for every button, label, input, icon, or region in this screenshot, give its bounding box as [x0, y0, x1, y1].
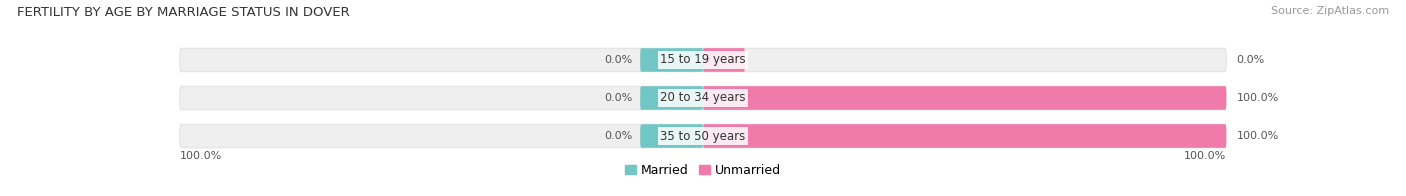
Text: 0.0%: 0.0%: [605, 93, 633, 103]
FancyBboxPatch shape: [180, 48, 1226, 72]
Text: 0.0%: 0.0%: [1237, 55, 1265, 65]
Text: Source: ZipAtlas.com: Source: ZipAtlas.com: [1271, 6, 1389, 16]
Text: 35 to 50 years: 35 to 50 years: [661, 130, 745, 142]
FancyBboxPatch shape: [640, 48, 703, 72]
Text: 100.0%: 100.0%: [1237, 131, 1279, 141]
Text: 20 to 34 years: 20 to 34 years: [661, 92, 745, 104]
FancyBboxPatch shape: [640, 86, 703, 110]
Text: 0.0%: 0.0%: [605, 131, 633, 141]
FancyBboxPatch shape: [703, 124, 1226, 148]
Text: 15 to 19 years: 15 to 19 years: [661, 54, 745, 66]
Legend: Married, Unmarried: Married, Unmarried: [620, 159, 786, 182]
FancyBboxPatch shape: [703, 86, 1226, 110]
FancyBboxPatch shape: [703, 48, 745, 72]
Text: FERTILITY BY AGE BY MARRIAGE STATUS IN DOVER: FERTILITY BY AGE BY MARRIAGE STATUS IN D…: [17, 6, 350, 19]
Text: 100.0%: 100.0%: [1184, 151, 1226, 161]
FancyBboxPatch shape: [640, 124, 703, 148]
Text: 0.0%: 0.0%: [605, 55, 633, 65]
FancyBboxPatch shape: [180, 86, 1226, 110]
FancyBboxPatch shape: [180, 124, 1226, 148]
Text: 100.0%: 100.0%: [1237, 93, 1279, 103]
Text: 100.0%: 100.0%: [180, 151, 222, 161]
